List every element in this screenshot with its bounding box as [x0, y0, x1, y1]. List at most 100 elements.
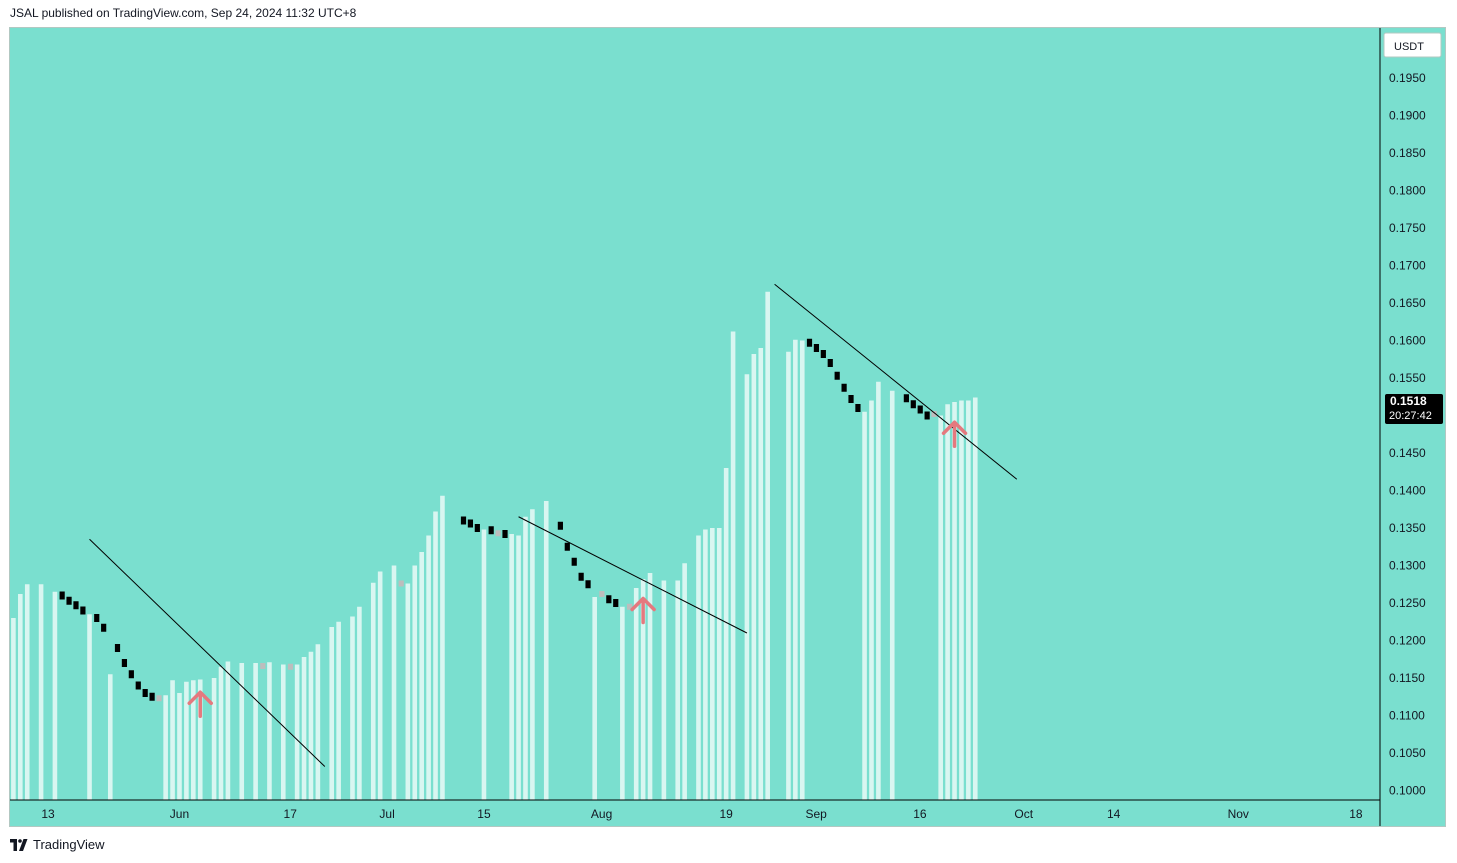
x-tick-label-3: Jul	[379, 807, 394, 821]
up-bar-83	[703, 529, 708, 800]
up-bar-106	[889, 390, 895, 800]
up-bar-47	[405, 583, 411, 800]
x-tick-label-8: 16	[913, 807, 927, 821]
up-bar-112	[938, 415, 943, 800]
up-bar-50	[426, 535, 431, 800]
up-bar-64	[543, 501, 549, 800]
y-tick-label-19: 0.1000	[1389, 784, 1426, 798]
tradingview-logo[interactable]: TradingView	[10, 837, 105, 852]
down-bar-8	[80, 606, 86, 615]
arrows-layer	[187, 420, 968, 718]
y-tick-label-15: 0.1200	[1389, 634, 1426, 648]
last-price-badge: 0.1518 20:27:42	[1385, 394, 1443, 424]
up-bar-22	[177, 693, 182, 800]
down-bar-53	[460, 516, 467, 525]
price-chart[interactable]: 0.1950 0.1900 0.1850 0.1800 0.1750 0.1700 0.16…	[10, 28, 1445, 826]
up-arrow-icon-1	[630, 596, 656, 625]
down-bar-96	[813, 344, 820, 352]
up-bar-25	[197, 679, 203, 800]
x-tick-label-12: 18	[1349, 807, 1363, 821]
up-bar-1	[18, 594, 23, 800]
y-tick-label-14: 0.1250	[1389, 596, 1426, 610]
neutral-bar-19	[156, 695, 162, 702]
up-bar-61	[516, 535, 521, 800]
x-tick-label-10: 14	[1107, 807, 1121, 821]
down-bar-17	[142, 689, 148, 697]
down-bar-102	[855, 404, 861, 412]
y-tick-label-11: 0.1400	[1389, 484, 1426, 498]
up-bar-104	[869, 400, 874, 800]
up-bar-80	[675, 580, 681, 800]
up-bar-114	[952, 402, 957, 800]
y-tick-label-16: 0.1150	[1389, 671, 1425, 685]
chart-frame[interactable]: 0.1950 0.1900 0.1850 0.1800 0.1750 0.1700 0.16…	[9, 27, 1446, 827]
bars-layer	[11, 291, 978, 800]
up-bar-32	[267, 662, 272, 800]
up-bar-49	[419, 552, 424, 800]
neutral-bar-75	[626, 603, 633, 610]
up-bar-77	[640, 579, 646, 800]
y-tick-label-7: 0.1600	[1389, 334, 1426, 348]
y-tick-label-17: 0.1100	[1389, 709, 1425, 723]
up-bar-87	[730, 331, 736, 800]
x-axis-labels: 13 Jun 17 Jul 15 Aug 19 Sep 16 Oct 14 Nov 18	[41, 807, 1363, 821]
trendlines-layer	[89, 283, 1018, 767]
up-bar-28	[225, 661, 231, 800]
up-bar-21	[170, 680, 175, 800]
up-bar-40	[336, 621, 341, 800]
up-bar-0	[11, 618, 16, 800]
up-bar-92	[786, 351, 791, 800]
down-bar-99	[834, 371, 840, 380]
up-bar-78	[647, 573, 653, 800]
down-bar-73	[613, 599, 619, 607]
up-bar-20	[163, 695, 168, 800]
down-bar-7	[73, 601, 79, 610]
down-bar-10	[94, 614, 100, 622]
x-tick-label-1: Jun	[170, 807, 189, 821]
neutral-bar-46	[398, 580, 404, 587]
up-bar-37	[308, 651, 314, 800]
y-tick-label-12: 0.1350	[1389, 521, 1426, 535]
down-bar-65	[557, 521, 563, 530]
down-bar-59	[502, 530, 508, 538]
publish-line: JSAL published on TradingView.com, Sep 2…	[10, 6, 357, 20]
trendline-1	[518, 516, 748, 634]
up-bar-89	[751, 354, 757, 800]
up-arrow-path-2	[941, 420, 968, 448]
up-bar-51	[433, 511, 438, 800]
y-tick-label-10: 0.1450	[1389, 446, 1426, 460]
currency-badge[interactable]: USDT	[1383, 32, 1442, 58]
up-bar-33	[280, 664, 286, 800]
trendline-0	[89, 538, 326, 767]
x-tick-label-11: Nov	[1228, 807, 1249, 821]
y-tick-label-5: 0.1700	[1389, 259, 1426, 273]
x-tick-label-5: Aug	[591, 807, 612, 821]
up-bar-38	[315, 644, 321, 800]
up-bar-81	[682, 563, 687, 800]
y-tick-label-6: 0.1650	[1389, 296, 1426, 310]
down-bar-6	[66, 596, 72, 605]
neutral-bar-71	[599, 591, 605, 597]
x-tick-label-4: 15	[477, 807, 491, 821]
down-bar-108	[910, 400, 916, 409]
up-bar-90	[758, 348, 764, 800]
bar-countdown: 20:27:42	[1389, 410, 1432, 422]
y-tick-label-3: 0.1800	[1389, 184, 1426, 198]
down-bar-72	[606, 595, 612, 604]
up-bar-42	[357, 606, 362, 800]
y-tick-label-18: 0.1050	[1389, 746, 1426, 760]
down-bar-100	[841, 383, 847, 392]
neutral-bar-34	[287, 663, 294, 670]
up-bar-12	[107, 674, 113, 800]
up-bar-30	[253, 663, 258, 800]
tradingview-logo-icon	[10, 838, 28, 851]
up-bar-2	[24, 584, 30, 800]
x-tick-label-9: Oct	[1014, 807, 1033, 821]
y-tick-label-8: 0.1550	[1389, 371, 1426, 385]
down-bar-68	[578, 572, 584, 581]
up-bar-41	[350, 616, 355, 800]
last-price: 0.1518	[1390, 394, 1427, 408]
up-bar-88	[744, 374, 750, 800]
up-bar-105	[876, 381, 881, 800]
up-bar-115	[959, 400, 964, 800]
